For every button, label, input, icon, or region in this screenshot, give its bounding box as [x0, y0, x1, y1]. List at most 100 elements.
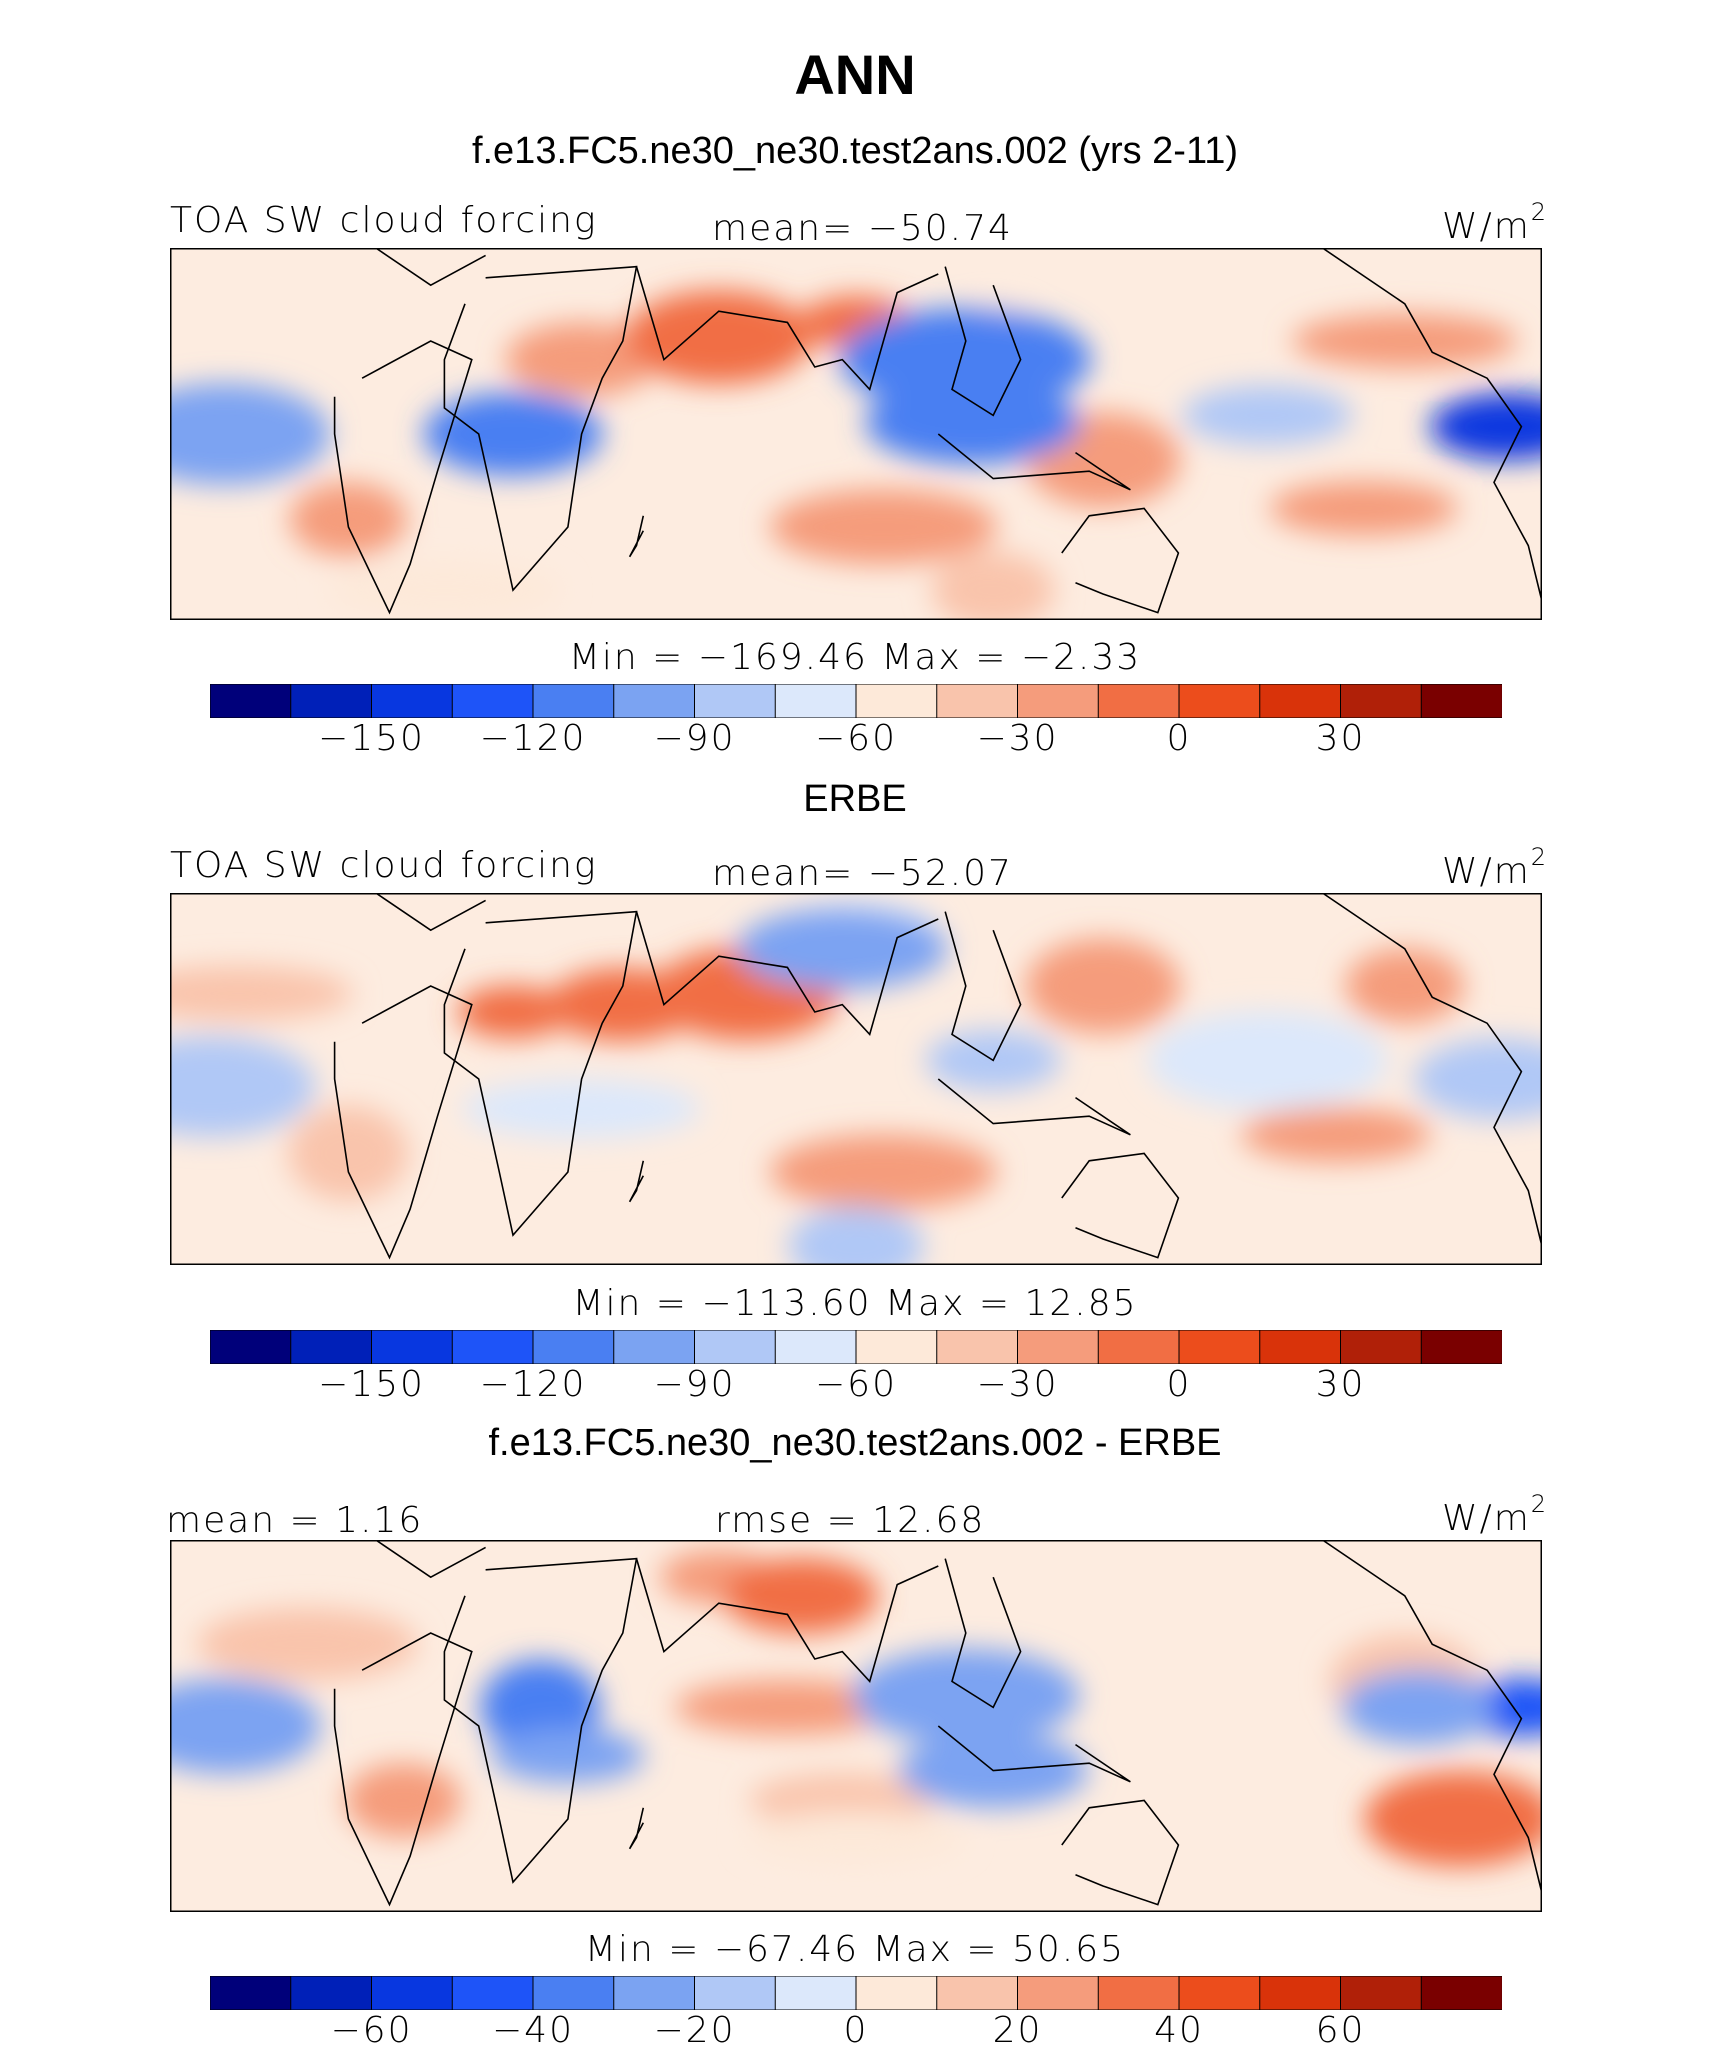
figure-title: ANN — [794, 43, 916, 106]
colorbar-tick-label: 60 — [1315, 2010, 1366, 2051]
colorbar-swatch — [290, 1330, 373, 1364]
colorbar-swatch — [1017, 684, 1100, 718]
field-region — [1147, 1010, 1388, 1111]
colorbar-swatch — [290, 684, 373, 718]
colorbar-swatch — [532, 1976, 615, 2010]
colorbar-swatch — [532, 1330, 615, 1364]
colorbar-swatch — [1420, 684, 1502, 718]
colorbar-tick-label: 0 — [1166, 718, 1192, 759]
field-region — [1241, 1107, 1431, 1163]
coastline — [944, 911, 1022, 1062]
panel-3-title: f.e13.FC5.ne30_ne30.test2ans.002 - ERBE — [488, 1422, 1222, 1464]
panel-1-mean-label: mean= −50.74 — [712, 208, 1013, 249]
colorbar-swatch — [371, 1330, 454, 1364]
panel-3-mean-label: mean = 1.16 — [166, 1500, 424, 1541]
panel-3-colorbar-ticks: −60 −40 −20 0 20 40 60 — [210, 2010, 1502, 2060]
colorbar-swatch — [371, 684, 454, 718]
field-region — [746, 1811, 966, 1864]
panel-1-variable-label: TOA SW cloud forcing — [170, 200, 598, 241]
colorbar-swatch — [532, 684, 615, 718]
colorbar-swatch — [1420, 1330, 1502, 1364]
coastline — [937, 1725, 1131, 1783]
colorbar-tick-label: −90 — [653, 718, 736, 759]
panel-3-colorbar — [210, 1976, 1502, 2010]
field-region — [840, 308, 1092, 412]
field-region — [326, 561, 563, 620]
colorbar-swatch — [694, 684, 777, 718]
colorbar-swatch — [1178, 1330, 1261, 1364]
coastline — [375, 893, 486, 932]
panel-1-colorbar-ticks: −150 −120 −90 −60 −30 0 30 — [210, 718, 1502, 768]
coastline — [333, 340, 473, 615]
field-region — [457, 985, 569, 1039]
colorbar-swatch — [371, 1976, 454, 2010]
colorbar-swatch — [936, 684, 1019, 718]
coastline — [1322, 1540, 1542, 1894]
colorbar-swatch — [1340, 1330, 1423, 1364]
coastline — [1061, 1799, 1180, 1906]
field-region — [723, 1558, 879, 1634]
coastline — [375, 248, 486, 287]
coastline — [628, 1807, 645, 1850]
panel-1-map — [170, 248, 1542, 620]
colorbar-swatch — [1178, 1976, 1261, 2010]
colorbar-swatch — [936, 1976, 1019, 2010]
coastline — [375, 1540, 486, 1579]
panel-2-mean-label: mean= −52.07 — [712, 853, 1013, 894]
coastline — [1061, 507, 1180, 614]
colorbar-swatch — [1259, 1976, 1342, 2010]
colorbar-swatch — [936, 1330, 1019, 1364]
map-frame — [170, 1540, 1542, 1912]
colorbar-swatch — [451, 1330, 534, 1364]
field-region — [1025, 938, 1181, 1034]
coastline — [443, 265, 638, 592]
field-region — [288, 1105, 409, 1202]
colorbar-swatch — [1097, 684, 1180, 718]
colorbar-swatch — [855, 1976, 938, 2010]
colorbar-swatch — [1017, 1976, 1100, 2010]
panel-3-units-label: W/m2 — [1442, 1490, 1547, 1539]
coastline — [443, 1557, 638, 1884]
colorbar-swatch — [1340, 1976, 1423, 2010]
coastline — [628, 1160, 645, 1203]
colorbar-tick-label: −60 — [330, 2010, 413, 2051]
field-region — [674, 1680, 901, 1735]
panel-3-map — [170, 1540, 1542, 1912]
colorbar-tick-label: −60 — [815, 1364, 897, 1405]
field-region — [931, 552, 1055, 620]
coastline — [937, 1078, 1131, 1136]
field-region — [1414, 1038, 1542, 1120]
colorbar-tick-label: 0 — [1166, 1364, 1192, 1405]
colorbar-swatch — [1340, 684, 1423, 718]
field-region — [1364, 1771, 1542, 1867]
colorbar-swatch — [694, 1330, 777, 1364]
coastline — [635, 1558, 939, 1683]
panel-2-colorbar-ticks: −150 −120 −90 −60 −30 0 30 — [210, 1364, 1502, 1414]
panel-1-title: f.e13.FC5.ne30_ne30.test2ans.002 (yrs 2-… — [471, 130, 1239, 172]
colorbar-tick-label: −90 — [653, 1364, 736, 1405]
colorbar-tick-label: −150 — [318, 718, 425, 759]
panel-1-units-label: W/m2 — [1442, 198, 1547, 247]
field-region — [1345, 948, 1465, 1024]
colorbar-tick-label: −120 — [479, 1364, 587, 1405]
panel-1-colorbar — [210, 684, 1502, 718]
coastline — [333, 1632, 473, 1907]
colorbar-swatch — [451, 1976, 534, 2010]
colorbar-tick-label: −120 — [479, 718, 587, 759]
map-frame — [170, 893, 1542, 1265]
colorbar-swatch — [1420, 1976, 1502, 2010]
colorbar-swatch — [1097, 1976, 1180, 2010]
colorbar-swatch — [1017, 1330, 1100, 1364]
panel-2-units-label: W/m2 — [1442, 843, 1547, 892]
field-region — [289, 482, 408, 557]
field-region — [737, 908, 948, 990]
coastline — [333, 985, 473, 1260]
colorbar-swatch — [210, 684, 292, 718]
field-region — [1292, 313, 1518, 369]
field-region — [788, 1206, 924, 1265]
colorbar-swatch — [210, 1976, 292, 2010]
colorbar-tick-label: −30 — [976, 718, 1059, 759]
panel-2-map — [170, 893, 1542, 1265]
field-region — [625, 290, 813, 385]
map-frame — [170, 248, 1542, 620]
